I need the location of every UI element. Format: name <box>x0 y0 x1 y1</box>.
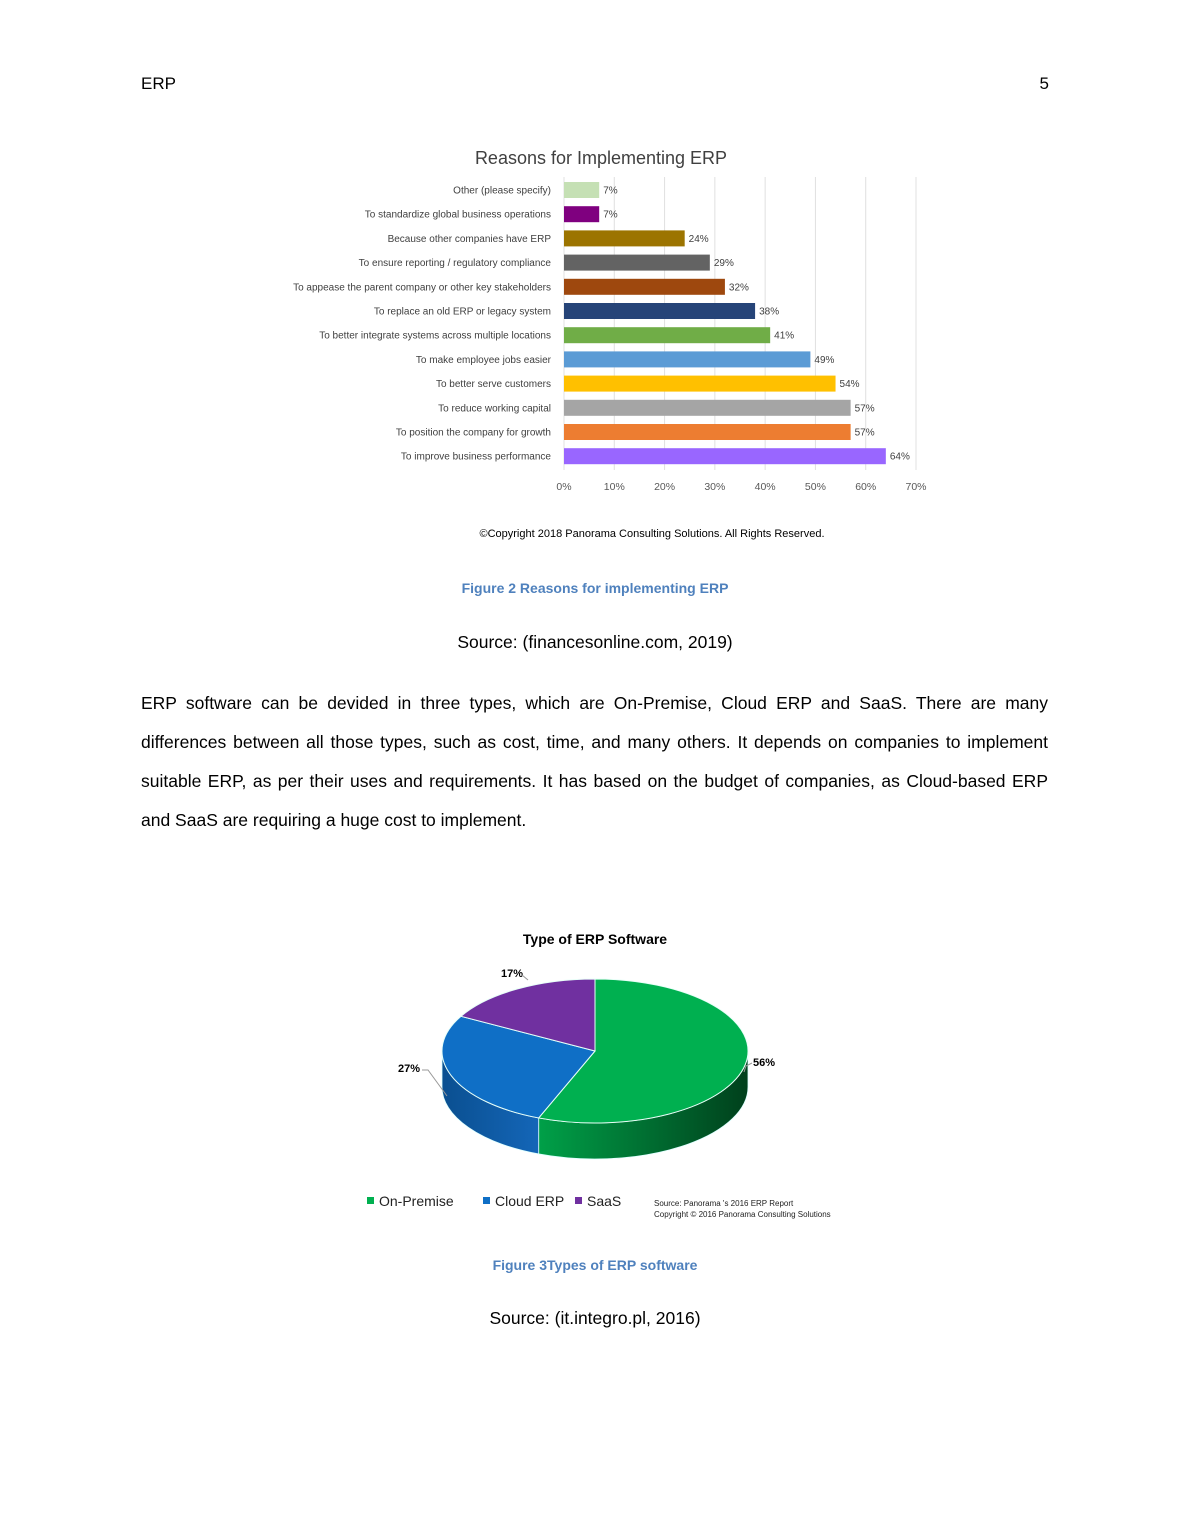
category-label: To ensure reporting / regulatory complia… <box>359 258 552 269</box>
category-label: To appease the parent company or other k… <box>293 282 551 293</box>
data-label: 7% <box>603 186 618 197</box>
category-label: To make employee jobs easier <box>416 355 552 366</box>
data-label: 7% <box>603 210 618 221</box>
bar <box>564 327 771 344</box>
data-label: 24% <box>689 234 709 245</box>
data-label: 41% <box>774 331 794 342</box>
x-tick-label: 50% <box>805 481 826 493</box>
data-label: 64% <box>890 452 910 463</box>
data-label: 29% <box>714 258 734 269</box>
chart-source-line: Source: Panorama 's 2016 ERP Report <box>654 1199 794 1208</box>
category-label: To better integrate systems across multi… <box>319 331 551 342</box>
data-label: 38% <box>759 307 779 318</box>
x-tick-label: 40% <box>755 481 776 493</box>
body-paragraph: ERP software can be devided in three typ… <box>141 693 1048 830</box>
figure-2-source: Source: (financesonline.com, 2019) <box>457 632 733 652</box>
bar-chart-title: Reasons for Implementing ERP <box>475 148 727 168</box>
pie-chart-title: Type of ERP Software <box>523 931 667 947</box>
leader-line <box>422 1069 448 1097</box>
bar <box>564 278 725 295</box>
bar <box>564 375 836 392</box>
x-tick-label: 70% <box>905 481 926 493</box>
legend-label: SaaS <box>587 1193 621 1209</box>
page-number: 5 <box>1039 74 1049 93</box>
chart-copyright-line: Copyright © 2016 Panorama Consulting Sol… <box>654 1210 831 1219</box>
pie-data-label: 17% <box>501 968 523 980</box>
category-label: To reduce working capital <box>438 403 551 414</box>
pie-slice <box>537 978 749 1124</box>
data-label: 32% <box>729 282 749 293</box>
pie-data-label: 56% <box>753 1057 775 1069</box>
bar <box>564 424 851 440</box>
category-label: To better serve customers <box>436 379 551 390</box>
reasons-bar-chart: Reasons for Implementing ERP Other (plea… <box>293 148 926 540</box>
legend-label: Cloud ERP <box>495 1193 564 1209</box>
pie-slice <box>459 978 596 1052</box>
x-tick-label: 10% <box>604 481 625 493</box>
data-label: 57% <box>855 403 875 414</box>
leader-line <box>743 1062 753 1073</box>
x-tick-label: 20% <box>654 481 675 493</box>
category-label: To replace an old ERP or legacy system <box>374 307 551 318</box>
x-tick-label: 60% <box>855 481 876 493</box>
legend-swatch <box>367 1197 374 1204</box>
data-label: 49% <box>814 355 834 366</box>
figure-3-caption: Figure 3Types of ERP software <box>492 1257 698 1273</box>
data-label: 54% <box>840 379 860 390</box>
pie-slice <box>441 1015 596 1119</box>
bar <box>564 230 685 247</box>
bar <box>564 206 600 223</box>
pie-data-label: 27% <box>398 1063 420 1075</box>
category-label: Other (please specify) <box>453 186 551 197</box>
category-label: To standardize global business operation… <box>365 210 551 221</box>
x-tick-label: 0% <box>556 481 571 493</box>
bar <box>564 182 600 198</box>
leader-line <box>521 974 529 981</box>
running-title: ERP <box>141 74 176 93</box>
erp-types-pie-chart: Type of ERP Software 56% 27% 17% On-Premis… <box>367 931 831 1219</box>
x-tick-label: 30% <box>704 481 725 493</box>
legend-label: On-Premise <box>379 1193 454 1209</box>
bar <box>564 351 811 368</box>
bar <box>564 399 851 416</box>
bar <box>564 303 756 319</box>
category-label: To position the company for growth <box>396 428 551 439</box>
category-label: To improve business performance <box>401 452 552 463</box>
data-label: 57% <box>855 428 875 439</box>
figure-2-caption: Figure 2 Reasons for implementing ERP <box>461 580 729 596</box>
category-label: Because other companies have ERP <box>388 234 552 245</box>
legend-swatch <box>575 1197 582 1204</box>
bar <box>564 254 710 271</box>
figure-3-source: Source: (it.integro.pl, 2016) <box>489 1308 701 1328</box>
bar <box>564 448 886 465</box>
legend-swatch <box>483 1197 490 1204</box>
copyright-notice: ©Copyright 2018 Panorama Consulting Solu… <box>479 528 824 540</box>
